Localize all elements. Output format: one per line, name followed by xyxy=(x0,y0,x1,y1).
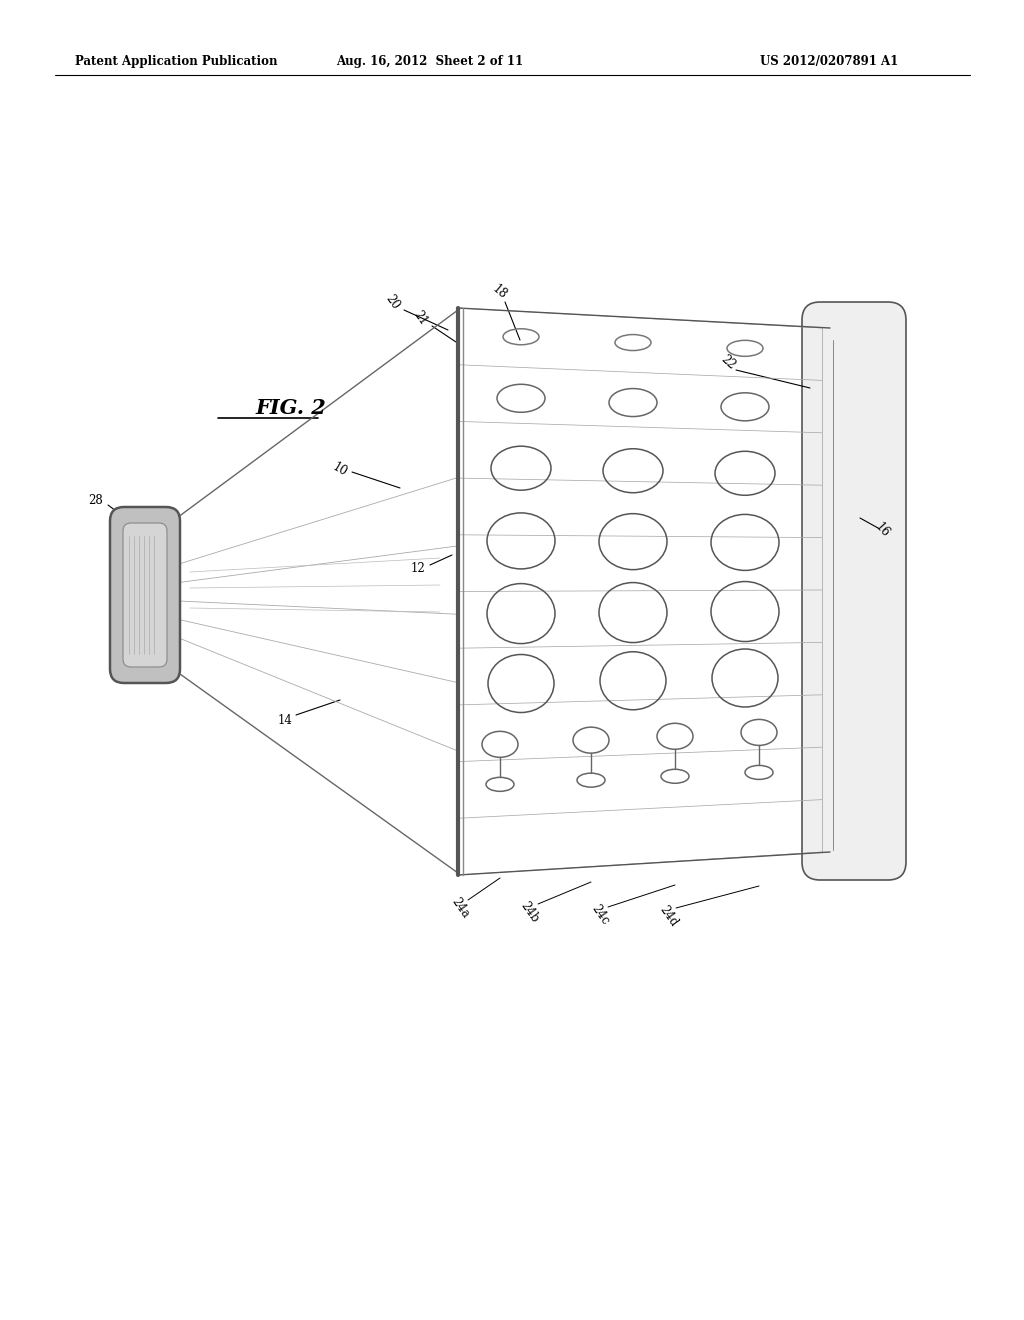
Text: FIG. 2: FIG. 2 xyxy=(255,399,326,418)
Text: 16: 16 xyxy=(872,520,892,540)
Text: 24b: 24b xyxy=(518,899,542,925)
Text: 21: 21 xyxy=(411,309,429,327)
Text: 12: 12 xyxy=(411,561,425,574)
Text: US 2012/0207891 A1: US 2012/0207891 A1 xyxy=(760,55,898,69)
Text: 24d: 24d xyxy=(656,903,680,929)
Text: Aug. 16, 2012  Sheet 2 of 11: Aug. 16, 2012 Sheet 2 of 11 xyxy=(337,55,523,69)
FancyBboxPatch shape xyxy=(802,302,906,880)
Text: 24c: 24c xyxy=(589,903,611,928)
Text: 20: 20 xyxy=(382,292,401,312)
FancyBboxPatch shape xyxy=(110,507,180,682)
Text: 14: 14 xyxy=(278,714,293,726)
Text: 28: 28 xyxy=(89,494,103,507)
Text: 18: 18 xyxy=(490,282,510,302)
Text: 24a: 24a xyxy=(449,895,472,920)
Text: 22: 22 xyxy=(718,352,738,372)
FancyBboxPatch shape xyxy=(123,523,167,667)
Text: 10: 10 xyxy=(331,461,349,479)
Text: Patent Application Publication: Patent Application Publication xyxy=(75,55,278,69)
